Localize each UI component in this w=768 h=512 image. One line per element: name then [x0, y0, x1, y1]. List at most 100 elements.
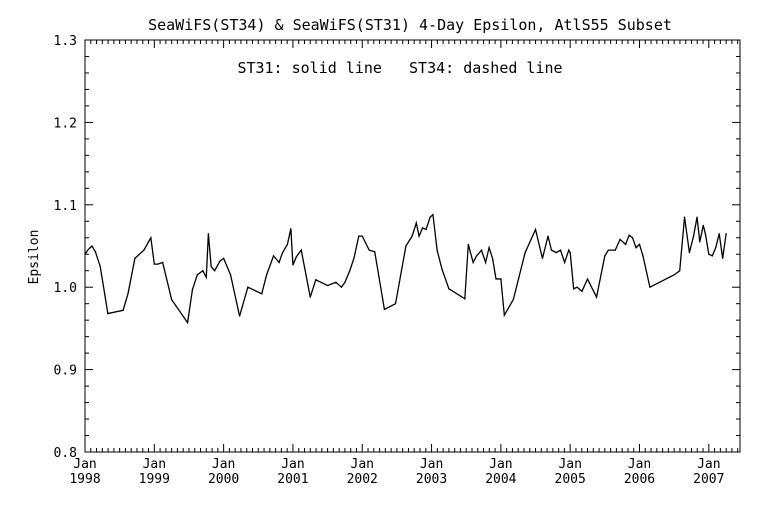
series-point [635, 247, 637, 249]
series-point [550, 249, 553, 251]
series-point [335, 281, 337, 283]
series-point [638, 243, 641, 245]
plot-frame [84, 39, 741, 453]
series-point [202, 270, 204, 272]
series-point [569, 251, 571, 254]
series-point [708, 253, 710, 255]
series-point [94, 251, 96, 253]
series-point [649, 286, 651, 288]
series-point [349, 270, 351, 272]
x-tick-month: Jan [73, 457, 96, 472]
x-tick-month: Jan [143, 457, 166, 472]
series-point [229, 274, 232, 276]
series-point [547, 235, 549, 237]
series-point [619, 238, 621, 241]
series-point [488, 247, 490, 249]
series-point [604, 255, 606, 257]
series-point [500, 278, 502, 280]
series-point [722, 257, 724, 259]
series-point [290, 228, 292, 230]
series-point [205, 276, 207, 278]
series-point [295, 256, 298, 258]
series-point [595, 296, 598, 298]
series-point [368, 249, 370, 251]
series-point [512, 298, 514, 301]
series-point [491, 257, 494, 259]
series-point [91, 245, 93, 247]
series-point [628, 234, 630, 236]
series-point [171, 298, 173, 301]
series-point [162, 261, 164, 264]
series-point [394, 303, 397, 305]
series-point [524, 251, 526, 254]
series-point [278, 261, 280, 264]
chart-title: SeaWiFS(ST34) & SeaWiFS(ST31) 4-Day Epsi… [148, 16, 672, 34]
x-tick-month: Jan [697, 457, 720, 472]
x-tick-year: 2000 [208, 472, 239, 487]
series-point [692, 235, 695, 237]
x-tick-year: 2003 [416, 472, 447, 487]
series-point [472, 261, 474, 264]
series-point [150, 237, 152, 239]
series-point [534, 228, 537, 231]
series-point [448, 288, 450, 290]
series-point [272, 255, 275, 257]
series-point [688, 251, 691, 254]
series-point [153, 263, 155, 265]
series-point [704, 233, 706, 235]
series-point [573, 288, 575, 290]
series-point [247, 286, 249, 288]
series-point [219, 260, 221, 262]
x-tick-year: 2006 [624, 472, 655, 487]
series-point [673, 274, 675, 276]
series-layer [84, 213, 727, 325]
series-point [683, 216, 686, 218]
y-tick-label: 0.8 [54, 446, 77, 461]
series-point [127, 293, 129, 295]
series-point [559, 249, 562, 251]
x-tick-month: Jan [351, 457, 374, 472]
series-style-annotation: ST31: solid line ST34: dashed line [237, 59, 562, 77]
series-point [143, 249, 145, 251]
series-point [186, 322, 189, 324]
series-point [425, 228, 427, 231]
series-point [344, 281, 346, 283]
series-point [541, 257, 544, 259]
series-point [315, 279, 317, 281]
series-point [631, 237, 634, 239]
series-point [715, 247, 717, 249]
x-tick-month: Jan [558, 457, 581, 472]
series-line-st31 [84, 213, 727, 325]
x-tick-year: 1998 [69, 472, 100, 487]
series-point [576, 286, 578, 288]
series-point [464, 298, 466, 300]
series-point [191, 289, 194, 291]
series-point [725, 233, 727, 235]
series-point [418, 235, 420, 237]
x-tick-month: Jan [281, 457, 304, 472]
series-point [441, 268, 443, 270]
x-tick-month: Jan [212, 457, 235, 472]
series-point [210, 266, 212, 268]
series-point [568, 249, 570, 251]
series-point [353, 257, 355, 259]
x-axis: Jan1998Jan1999Jan2000Jan2001Jan2002Jan20… [69, 40, 739, 487]
x-tick-month: Jan [489, 457, 512, 472]
series-point [411, 235, 413, 237]
series-point [223, 257, 225, 259]
series-point [432, 214, 434, 216]
series-point [326, 284, 329, 287]
y-axis-label: Epsilon [27, 230, 42, 285]
series-point [503, 314, 505, 316]
series-point [122, 309, 124, 311]
series-point [405, 245, 407, 247]
y-tick-label: 1.2 [54, 116, 77, 131]
x-tick-month: Jan [420, 457, 443, 472]
series-point [718, 233, 720, 235]
series-point [309, 296, 311, 298]
x-tick-year: 2002 [347, 472, 378, 487]
series-point [358, 235, 360, 237]
series-point [107, 312, 109, 315]
series-point [300, 249, 302, 251]
